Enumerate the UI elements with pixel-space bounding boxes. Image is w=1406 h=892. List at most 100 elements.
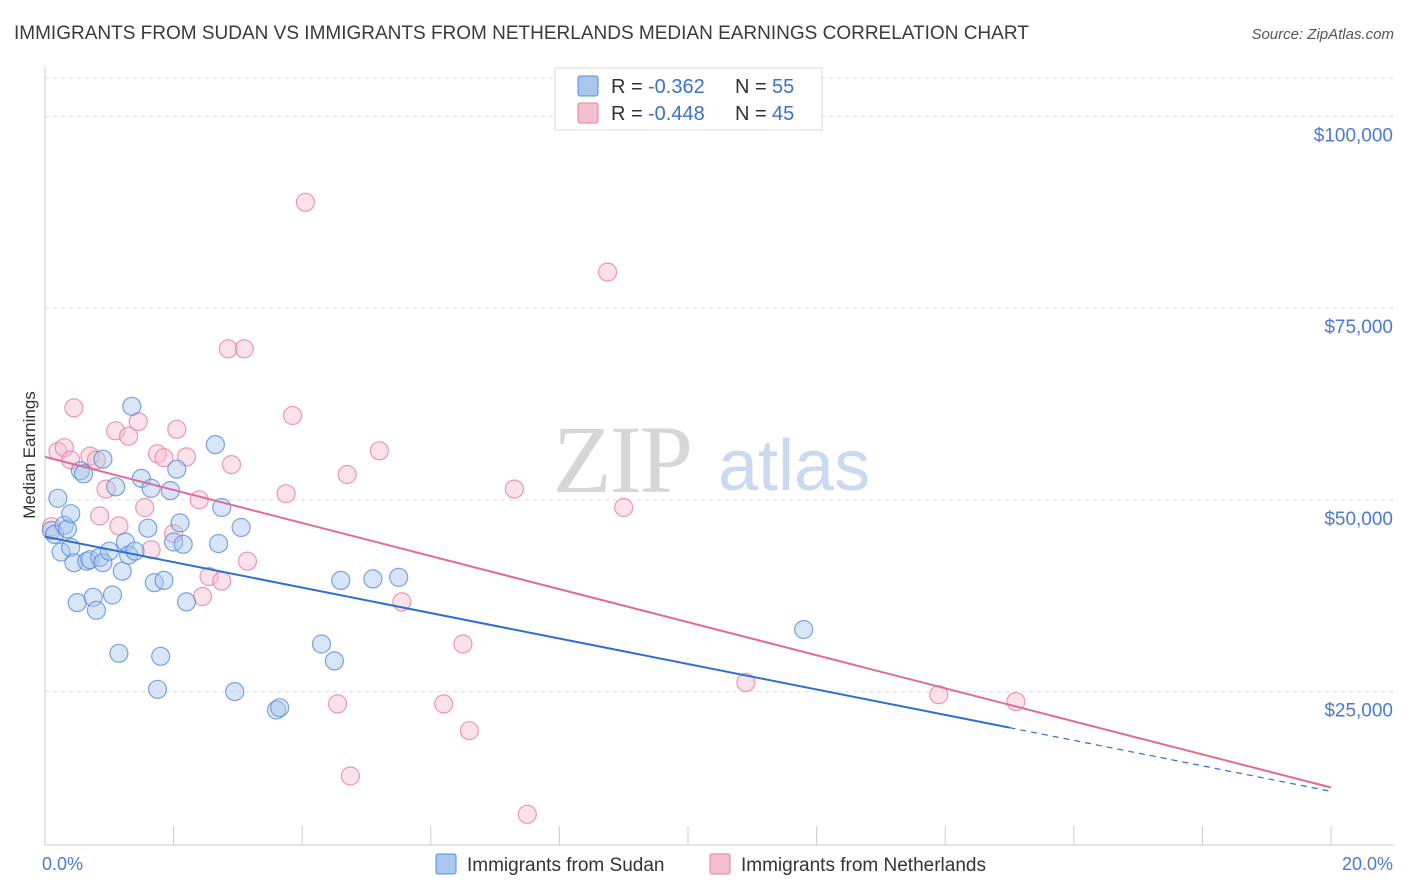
legend-r-label-netherlands: R = (611, 103, 643, 125)
sudan-point (54, 515, 74, 535)
netherlands-point (295, 192, 315, 212)
trend-layer (44, 455, 1332, 792)
netherlands-point (237, 551, 258, 571)
legend-n-value-netherlands: 45 (772, 103, 794, 125)
netherlands-point (154, 448, 174, 468)
sudan-point (363, 569, 383, 589)
netherlands-point (90, 506, 110, 526)
netherlands-trend-line (44, 455, 1332, 789)
netherlands-point (64, 398, 84, 418)
netherlands-point (276, 484, 296, 504)
sudan-point (138, 518, 158, 538)
series-legend-label-sudan: Immigrants from Sudan (467, 855, 664, 876)
sudan-point (176, 592, 197, 612)
legend-n-label-sudan: N = (735, 76, 767, 98)
netherlands-point (141, 540, 161, 560)
sudan-trend-extension (1009, 727, 1332, 792)
y-tick-label: $100,000 (1314, 125, 1393, 146)
sudan-point (794, 619, 814, 640)
netherlands-point (434, 694, 454, 714)
chart-title: IMMIGRANTS FROM SUDAN VS IMMIGRANTS FROM… (14, 23, 1029, 44)
netherlands-point (283, 405, 303, 426)
sudan-point (57, 519, 78, 539)
legend-r-value-sudan: -0.362 (648, 76, 705, 98)
series-legend-swatch-sudan (435, 853, 457, 875)
sudan-point (102, 585, 123, 605)
sudan-point (106, 477, 126, 497)
watermark-atlas: atlas (718, 426, 870, 506)
chart-source: Source: ZipAtlas.com (1251, 26, 1394, 43)
sudan-point (93, 553, 113, 573)
y-axis-label: Median Earnings (20, 391, 39, 519)
sudan-point (73, 464, 94, 484)
series-legend: Immigrants from Sudan Immigrants from Ne… (435, 853, 986, 876)
sudan-point (209, 533, 229, 554)
sudan-point (112, 561, 132, 581)
sudan-trend-line (44, 535, 1010, 729)
legend-r-value-netherlands: -0.448 (648, 103, 705, 125)
x-tick-label-min: 0.0% (42, 854, 83, 874)
netherlands-point (109, 516, 129, 536)
sudan-point (389, 567, 409, 587)
sudan-point (125, 541, 145, 561)
sudan-point (147, 679, 168, 699)
series-legend-label-netherlands: Immigrants from Netherlands (741, 855, 986, 876)
y-tick-label: $25,000 (1324, 701, 1393, 722)
netherlands-point (736, 672, 756, 693)
sudan-point (270, 698, 290, 718)
sudan-point (67, 592, 87, 613)
legend-swatch-sudan (577, 75, 599, 97)
netherlands-point (369, 441, 389, 461)
sudan-point (122, 396, 142, 416)
watermark-zip: ZIP (553, 406, 691, 513)
netherlands-point (212, 571, 232, 591)
sudan-point (93, 449, 113, 469)
sudan-point (205, 435, 225, 455)
netherlands-point (86, 450, 107, 470)
netherlands-point (234, 339, 254, 359)
sudan-point (225, 681, 245, 702)
x-tick-label-max: 20.0% (1342, 854, 1393, 874)
sudan-point (86, 600, 107, 620)
legend-n-value-sudan: 55 (772, 76, 794, 98)
sudan-point (311, 634, 332, 654)
y-tick-label: $75,000 (1324, 317, 1393, 338)
grid-layer (45, 77, 1394, 693)
sudan-point (266, 700, 287, 720)
netherlands-point (221, 455, 242, 475)
sudan-point (109, 643, 129, 663)
netherlands-point (614, 497, 634, 518)
sudan-point (61, 504, 81, 524)
sudan-point (324, 651, 344, 671)
points-layer (41, 192, 1026, 824)
legend-r-label-sudan: R = (611, 76, 643, 98)
axis-layer: $25,000 $50,000 $75,000 $100,000 0.0% 20.0% (42, 67, 1394, 874)
netherlands-point (54, 438, 74, 458)
sudan-point (170, 513, 190, 533)
legend-n-label-netherlands: N = (735, 103, 767, 125)
netherlands-point (218, 339, 238, 359)
netherlands-point (517, 804, 537, 824)
legend-box (554, 67, 823, 131)
sudan-point (231, 517, 251, 538)
netherlands-point (328, 694, 348, 714)
netherlands-point (135, 497, 155, 518)
sudan-point (151, 646, 171, 666)
correlation-legend: R = -0.362 N = 55 R = -0.448 N = 45 (554, 67, 823, 131)
netherlands-point (199, 566, 219, 587)
netherlands-point (459, 721, 479, 741)
netherlands-point (453, 634, 473, 654)
netherlands-point (167, 419, 187, 439)
series-legend-swatch-netherlands (709, 853, 731, 875)
sudan-point (48, 488, 68, 508)
y-tick-label: $50,000 (1324, 509, 1393, 530)
sudan-point (331, 570, 351, 591)
netherlands-point (192, 586, 213, 607)
sudan-point (173, 534, 193, 554)
netherlands-point (337, 464, 357, 485)
sudan-point (167, 459, 187, 479)
netherlands-point (119, 426, 139, 446)
netherlands-point (504, 479, 525, 499)
